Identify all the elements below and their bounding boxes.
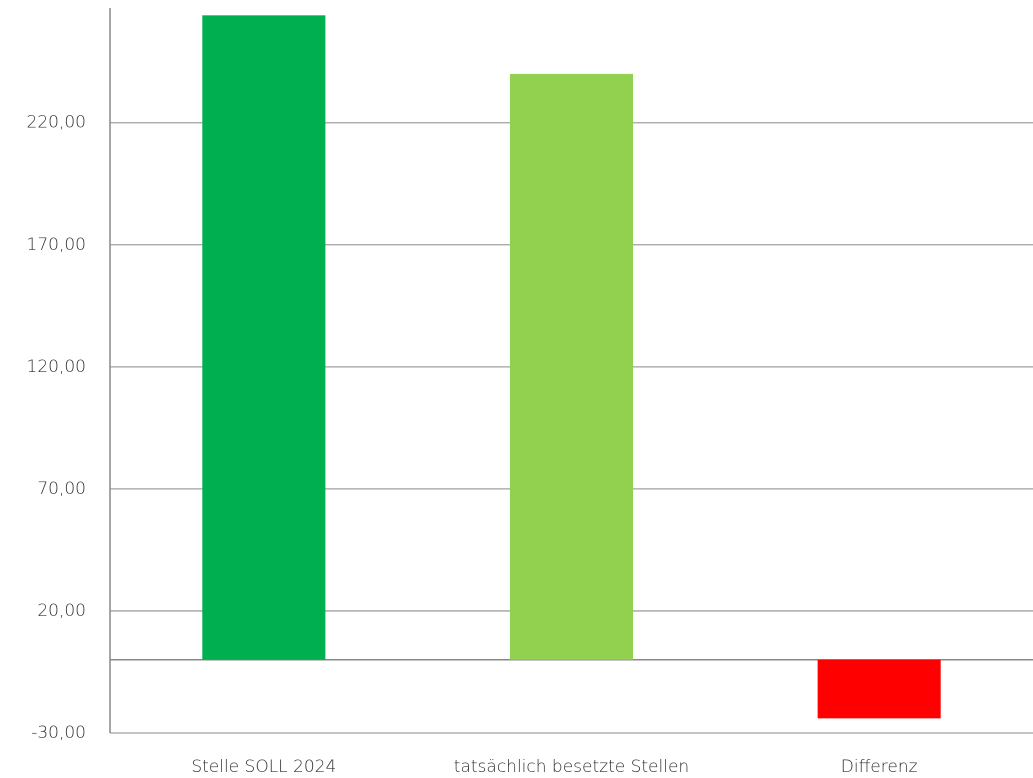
x-tick-label: Differenz (841, 757, 918, 777)
y-tick-label: 120,00 (27, 357, 86, 377)
y-tick-label: 220,00 (27, 113, 86, 133)
bar (509, 73, 634, 660)
y-tick-label: 70,00 (37, 479, 86, 499)
x-tick-label: tatsächlich besetzte Stellen (454, 757, 689, 777)
bar (817, 659, 941, 719)
y-tick-label: -30,00 (31, 723, 86, 743)
y-tick-label: 20,00 (37, 601, 86, 621)
x-tick-label: Stelle SOLL 2024 (191, 757, 336, 777)
bar (202, 15, 326, 660)
y-tick-label: 170,00 (27, 235, 86, 255)
